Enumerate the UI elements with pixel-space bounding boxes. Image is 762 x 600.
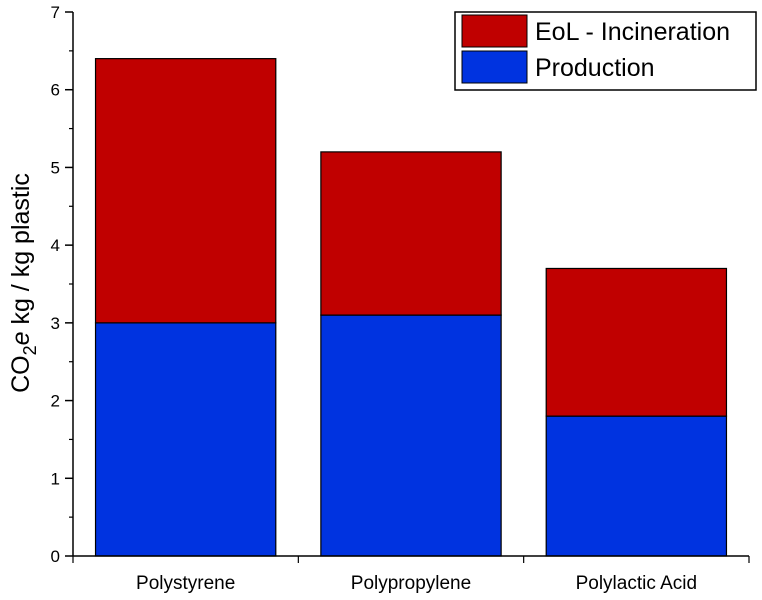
- y-tick-label: 2: [51, 392, 60, 411]
- y-tick-label: 3: [51, 314, 60, 333]
- bar-eol-incineration-polylactic-acid: [545, 267, 728, 417]
- bar-eol-incineration-polypropylene: [320, 151, 502, 316]
- bar-eol-incineration-polystyrene: [94, 58, 277, 324]
- legend-label-production: Production: [535, 54, 655, 82]
- y-ticks-layer: 0 1 2 3 4 5 6 7: [51, 3, 73, 566]
- legend-swatch-production: [461, 50, 528, 84]
- legend-label-eol-incineration: EoL - Incineration: [535, 18, 730, 46]
- y-tick-label: 1: [51, 469, 60, 488]
- x-category-labels: Polystyrene Polypropylene Polylactic Acid: [72, 556, 750, 594]
- bars-layer: [94, 58, 728, 557]
- bar-production-polystyrene: [94, 322, 277, 557]
- bar-production-polylactic-acid: [545, 415, 728, 557]
- x-category-label-polypropylene: Polypropylene: [351, 573, 471, 594]
- y-axis-label: CO2e kg / kg plastic: [7, 173, 40, 393]
- legend: EoL - Incineration Production: [454, 11, 757, 91]
- y-tick-label: 5: [51, 158, 60, 177]
- y-tick-label: 7: [51, 3, 60, 22]
- x-category-label-polystyrene: Polystyrene: [136, 573, 235, 594]
- y-tick-label: 4: [51, 236, 60, 255]
- x-category-label-polylactic-acid: Polylactic Acid: [576, 573, 697, 594]
- y-tick-label: 0: [51, 547, 60, 566]
- bar-production-polypropylene: [320, 314, 502, 557]
- y-tick-label: 6: [51, 81, 60, 100]
- legend-swatch-eol-incineration: [461, 14, 528, 48]
